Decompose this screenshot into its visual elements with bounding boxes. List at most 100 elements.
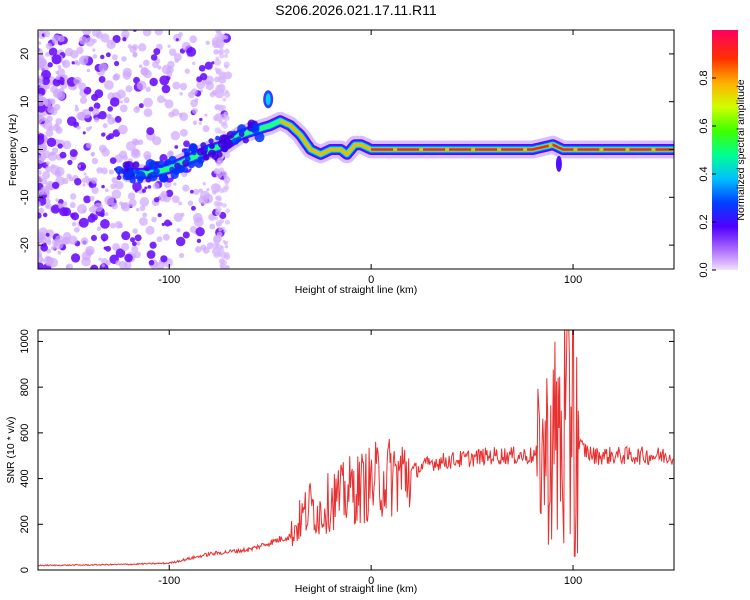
snr-panel: -100 0 100 0 200 400 600 800 1000 Height of str… (5, 329, 675, 595)
noise-blob (74, 178, 82, 186)
noise-blob (224, 244, 229, 249)
noise-blob (38, 169, 42, 176)
noise-blob (139, 205, 146, 212)
noise-blob (182, 184, 190, 192)
noise-blob (41, 69, 51, 80)
noise-blob (103, 246, 107, 250)
noise-blob (53, 34, 61, 42)
noise-blob (122, 155, 128, 161)
noise-blob (45, 42, 53, 50)
noise-blob (200, 244, 207, 251)
noise-blob (104, 80, 114, 90)
noise-blob (51, 54, 62, 65)
noise-blob (221, 104, 227, 110)
noise-blob (217, 157, 224, 164)
noise-blob (223, 53, 229, 58)
noise-blob (109, 157, 117, 164)
noise-blob (211, 61, 215, 65)
noise-blob (215, 56, 220, 61)
ridge-blob (183, 148, 191, 155)
noise-blob (80, 237, 89, 245)
noise-blob (55, 70, 59, 75)
noise-blob (38, 144, 47, 153)
noise-blob (130, 148, 141, 159)
ridge-blob (197, 156, 205, 164)
noise-blob (138, 43, 147, 52)
noise-blob (76, 111, 85, 121)
noise-blob (193, 217, 204, 228)
noise-blob (224, 89, 229, 94)
noise-blob (49, 98, 56, 105)
noise-blob (54, 123, 59, 127)
noise-blob (121, 242, 130, 251)
spectrogram-plot-area (38, 30, 674, 269)
spectrogram-y-axis-label: Frequency (Hz) (7, 114, 19, 186)
noise-blob (98, 76, 106, 83)
noise-blob (51, 147, 59, 154)
ridge-blob (184, 155, 191, 162)
ridge-blob (187, 160, 196, 169)
noise-blob (121, 231, 131, 241)
x-tick-label: 100 (564, 274, 582, 286)
noise-blob (110, 222, 116, 229)
noise-blob (113, 60, 120, 67)
ridge-blob (115, 166, 124, 175)
noise-blob (104, 195, 115, 206)
spectrogram-x-axis-label: Height of straight line (km) (295, 284, 418, 296)
colorbar-ticks: 0.0 0.2 0.4 0.6 0.8 (698, 70, 716, 278)
ridge-blob (169, 166, 175, 173)
noise-blob (45, 204, 50, 208)
noise-blob (167, 60, 175, 69)
noise-blob (108, 169, 114, 175)
noise-blob (170, 130, 181, 141)
noise-blob (127, 192, 136, 200)
noise-blob (222, 120, 228, 126)
noise-blob (206, 188, 210, 192)
y-tick-label: 800 (19, 378, 31, 396)
noise-blob (176, 228, 181, 233)
noise-blob (164, 99, 174, 109)
noise-blob (192, 61, 196, 66)
noise-blob (149, 241, 157, 249)
noise-blob (184, 68, 190, 74)
noise-blob (202, 182, 206, 186)
snr-y-ticks: 0 200 400 600 800 1000 (19, 329, 674, 573)
noise-blob (100, 219, 110, 229)
noise-blob (91, 157, 99, 165)
noise-blob (147, 185, 152, 189)
colorbar-tick-label: 0.6 (698, 118, 710, 133)
x-tick-label: 0 (368, 575, 374, 587)
noise-blob (52, 181, 60, 189)
noise-blob (76, 61, 81, 66)
snr-frame (37, 329, 675, 571)
noise-blob (172, 81, 181, 90)
noise-blob (142, 212, 148, 218)
spectrogram-y-ticks: -20 -10 0 10 20 (19, 48, 674, 253)
noise-blob (192, 107, 198, 114)
ridge-blob (135, 170, 146, 181)
noise-blob (45, 198, 51, 204)
noise-blob (198, 188, 203, 194)
noise-blob (55, 75, 61, 81)
noise-blob (83, 86, 92, 95)
noise-blob (123, 97, 130, 104)
noise-blob (38, 250, 43, 259)
noise-blob (223, 35, 229, 40)
noise-blob (94, 117, 100, 123)
ridge-blob (148, 171, 158, 182)
noise-blob (86, 68, 91, 73)
colorbar-tick-label: 0.2 (698, 214, 710, 229)
noise-blob (165, 189, 174, 198)
noise-blob (221, 170, 228, 177)
noise-blob (169, 48, 177, 56)
noise-blob (96, 226, 102, 231)
noise-blob (182, 231, 190, 239)
colorbar-label: Normalized spectral amplitude (735, 79, 747, 220)
noise-blob (65, 264, 70, 269)
noise-blob (88, 178, 92, 182)
noise-blob (80, 165, 85, 169)
noise-blob (125, 85, 133, 93)
noise-blob (90, 264, 99, 269)
noise-blob (82, 183, 86, 187)
noise-blob (219, 211, 227, 220)
